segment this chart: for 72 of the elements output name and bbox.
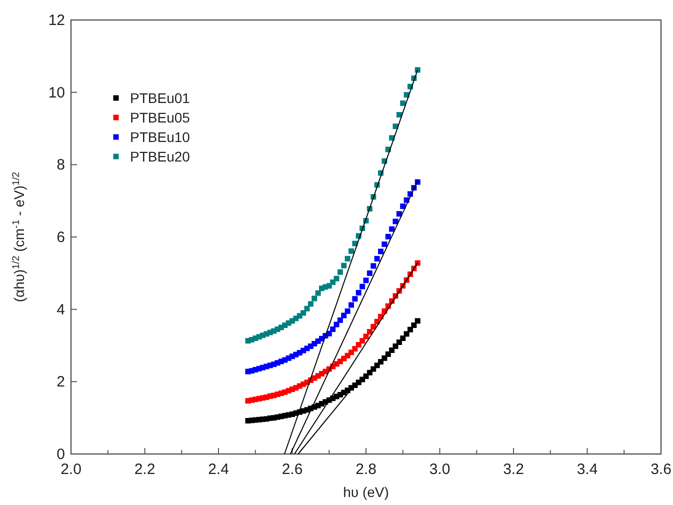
point (400, 204, 406, 210)
point (366, 270, 372, 276)
legend-label: PTBEu10 (130, 129, 190, 145)
y-tick-label: 10 (48, 84, 65, 102)
point (392, 343, 398, 349)
x-tick-label: 3.4 (576, 461, 598, 478)
point (370, 366, 376, 372)
point (400, 336, 406, 342)
point (334, 322, 340, 328)
point (385, 351, 391, 357)
legend-label: PTBEu20 (130, 148, 190, 164)
legend-label: PTBEu05 (130, 110, 190, 126)
y-tick-label: 6 (56, 229, 65, 246)
point (360, 284, 366, 290)
point (366, 329, 372, 335)
x-tick-label: 3.2 (503, 461, 524, 478)
x-tick-label: 3.6 (650, 461, 672, 478)
point (414, 67, 420, 73)
point (408, 326, 413, 332)
x-tick-label: 2.4 (208, 461, 229, 478)
point (315, 290, 321, 296)
y-tick-label: 8 (56, 156, 65, 174)
point (382, 241, 388, 247)
point (396, 211, 402, 217)
point (348, 248, 354, 254)
point (352, 346, 358, 352)
y-tick-label: 0 (56, 446, 65, 463)
y-tick-label: 4 (56, 301, 65, 318)
point (389, 347, 395, 353)
point (400, 100, 406, 106)
point (308, 301, 314, 307)
x-tick-label: 3.0 (429, 461, 450, 478)
point (330, 279, 336, 285)
point (356, 342, 362, 348)
x-tick-label: 2.8 (356, 461, 376, 478)
point (341, 262, 347, 268)
point (411, 322, 417, 328)
point (356, 290, 362, 296)
point (344, 256, 350, 262)
x-tick-label: 2.6 (282, 461, 303, 478)
point (352, 296, 358, 302)
point (337, 317, 343, 323)
point (341, 312, 347, 318)
x-tick-label: 2.2 (134, 461, 156, 478)
y-tick-label: 12 (48, 12, 65, 29)
legend-label: PTBEu01 (130, 90, 190, 106)
point (312, 296, 318, 302)
point (385, 234, 391, 240)
point (378, 248, 384, 254)
point (337, 269, 343, 275)
x-axis-title: hυ (eV) (343, 484, 389, 500)
point (334, 276, 340, 282)
point (304, 306, 310, 312)
point (370, 324, 376, 330)
point (374, 256, 380, 262)
point (344, 308, 350, 314)
point (370, 263, 376, 269)
point (396, 339, 402, 345)
point (363, 334, 369, 340)
point (392, 218, 398, 224)
point (348, 302, 354, 308)
point (396, 112, 402, 118)
point (363, 278, 369, 284)
y-tick-label: 2 (56, 374, 65, 391)
point (330, 326, 336, 332)
point (389, 226, 395, 232)
point (300, 310, 306, 316)
point (414, 318, 420, 324)
point (360, 338, 366, 344)
x-tick-label: 2.0 (60, 461, 82, 478)
point (382, 355, 388, 361)
point (404, 331, 410, 337)
